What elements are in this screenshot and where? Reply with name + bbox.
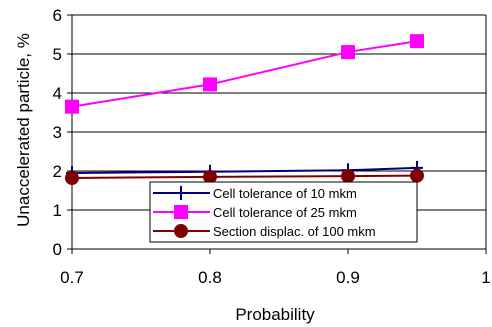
legend-items: Cell tolerance of 10 mkm Cell tolerance o… <box>153 186 376 239</box>
legend-label: Section displac. of 100 mkm <box>213 224 376 239</box>
y-tick-label: 5 <box>53 45 62 64</box>
axes <box>67 14 487 254</box>
legend-swatch-marker <box>174 224 188 238</box>
data-point <box>203 77 217 92</box>
series-line <box>71 174 418 180</box>
data-point <box>410 168 424 183</box>
tick-labels: 0 1 2 3 4 5 6 0.7 0.8 0.9 1 <box>53 6 491 287</box>
data-point <box>65 171 79 186</box>
x-tick-label: 0.8 <box>198 268 222 287</box>
x-axis-label: Probability <box>235 305 315 324</box>
data-point <box>410 34 424 49</box>
y-tick-label: 0 <box>53 240 62 259</box>
x-tick-label: 0.7 <box>60 268 84 287</box>
series-layer <box>65 34 424 186</box>
y-axis-label: Unaccelerated particle, % <box>14 33 33 227</box>
x-tick-label: 0.9 <box>336 268 360 287</box>
x-tick-label: 1 <box>481 268 490 287</box>
y-tick-label: 3 <box>53 123 62 142</box>
y-tick-label: 6 <box>53 6 62 25</box>
data-point <box>65 99 79 114</box>
legend-swatch-marker <box>175 186 187 200</box>
y-tick-label: 1 <box>53 201 62 220</box>
legend-item-0: Cell tolerance of 10 mkm <box>153 186 357 201</box>
data-point <box>341 169 355 184</box>
data-point <box>341 45 355 60</box>
legend-swatch-marker <box>174 205 188 219</box>
y-tick-label: 2 <box>53 162 62 181</box>
y-tick-label: 4 <box>53 84 62 103</box>
data-point <box>203 169 217 184</box>
legend-item-2: Section displac. of 100 mkm <box>153 224 376 239</box>
legend-label: Cell tolerance of 25 mkm <box>213 205 357 220</box>
series-line <box>71 40 418 108</box>
legend-label: Cell tolerance of 10 mkm <box>213 186 357 201</box>
series-line <box>71 166 418 174</box>
legend: Cell tolerance of 10 mkm Cell tolerance o… <box>149 181 418 243</box>
legend-item-1: Cell tolerance of 25 mkm <box>153 205 357 220</box>
series-1 <box>65 34 424 114</box>
